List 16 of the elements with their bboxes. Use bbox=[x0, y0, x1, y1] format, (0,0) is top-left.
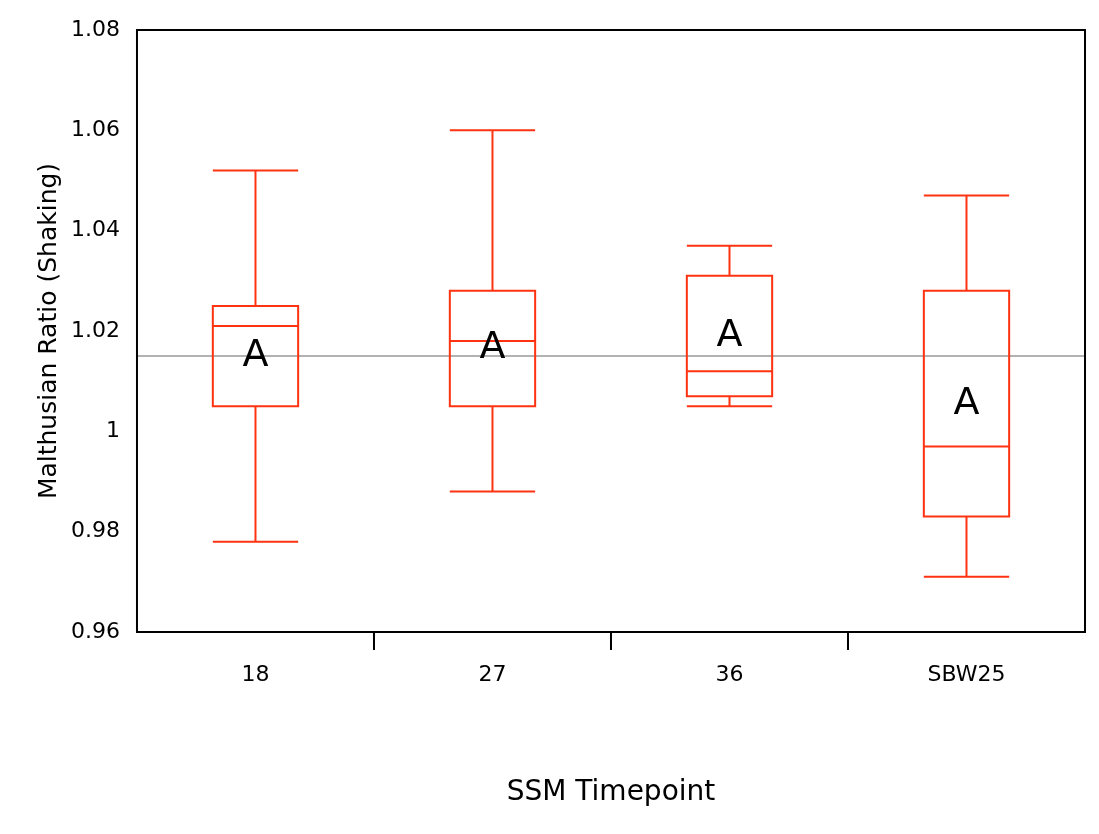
annotation: A bbox=[953, 378, 980, 423]
y-tick-label: 1.02 bbox=[71, 316, 120, 342]
x-tick-label: 27 bbox=[478, 660, 507, 686]
x-axis-title: SSM Timepoint bbox=[506, 774, 716, 808]
y-tick-label: 0.98 bbox=[71, 517, 120, 543]
x-tick-label: 36 bbox=[715, 660, 744, 686]
x-tick-label: SBW25 bbox=[927, 660, 1006, 686]
annotation: A bbox=[242, 330, 269, 375]
x-tick-label: 18 bbox=[241, 660, 270, 686]
y-tick-label: 1 bbox=[105, 417, 120, 443]
y-tick-label: 1.04 bbox=[71, 216, 120, 242]
y-tick-label: 1.08 bbox=[71, 15, 120, 41]
y-axis-title: Malthusian Ratio (Shaking) bbox=[32, 162, 62, 500]
annotation: A bbox=[716, 310, 743, 355]
y-tick-label: 0.96 bbox=[71, 617, 120, 643]
y-tick-label: 1.06 bbox=[71, 116, 120, 142]
